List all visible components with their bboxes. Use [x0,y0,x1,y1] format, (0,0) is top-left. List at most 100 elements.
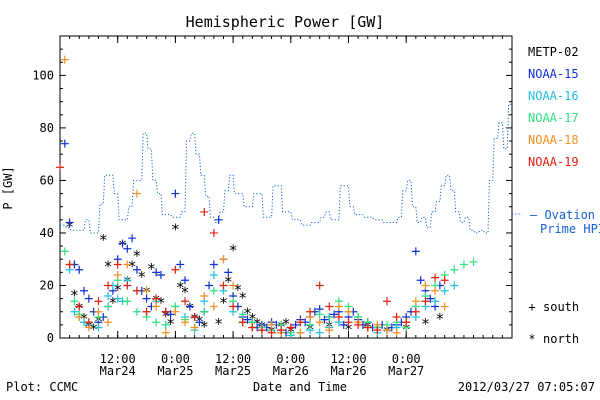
data-point-south [421,297,430,306]
data-point-north: * [436,310,444,328]
data-point-south [248,323,257,332]
data-point-north: * [128,257,136,275]
data-point-south [421,281,430,290]
data-point-north: * [201,318,209,336]
data-point-south [75,312,84,321]
data-point-south [56,163,64,172]
y-tick-label: 60 [40,173,54,187]
data-point-south [243,315,252,324]
data-point-south [142,286,151,295]
data-point-south [286,323,295,332]
data-point-south [334,312,343,321]
y-tick-label: 20 [40,278,54,292]
data-point-south [296,328,305,337]
legend-item: NOAA-19 [528,155,579,169]
data-point-north: * [114,281,122,299]
data-point-south [132,189,141,198]
data-point-north: * [66,218,74,236]
legend-north-symbol: * [528,332,535,346]
data-point-south [123,244,132,253]
data-point-south [142,294,151,303]
data-point-south [315,281,324,290]
data-point-south [306,307,315,316]
data-point-south [416,276,425,285]
data-point-south [181,318,190,327]
data-point-south [132,307,141,316]
data-point-south [325,302,334,311]
data-point-south [450,281,459,290]
data-point-north: * [138,268,146,286]
data-point-north: * [345,320,353,338]
data-point-south [382,297,391,306]
data-point-south [392,328,401,337]
data-point-south [152,294,161,303]
x-tick-time-label: 0:00 [276,352,305,366]
data-point-south [344,318,353,327]
data-point-south [325,326,334,335]
data-point-south [209,270,218,279]
data-point-north: * [172,221,180,239]
data-point-north: * [90,320,98,338]
data-point-south [440,302,449,311]
data-point-south [123,260,132,269]
data-point-south [60,247,69,256]
legend: METP-02 NOAA-15 NOAA-16 NOAA-17 NOAA-18 NOAA-… [512,45,600,346]
data-point-south [166,310,175,319]
data-point-south [229,302,238,311]
data-point-south [123,297,132,306]
data-point-south [104,302,113,311]
data-point-south [440,276,449,285]
x-tick-date-label: Mar25 [157,364,193,378]
x-tick-date-label: Mar26 [330,364,366,378]
x-tick-date-label: Mar27 [388,364,424,378]
series-noaa-19 [56,163,449,337]
y-tick-label: 40 [40,226,54,240]
data-point-south [113,270,122,279]
data-point-south [219,255,228,264]
data-point-south [339,320,348,329]
data-point-south [267,320,276,329]
data-point-north: * [109,294,117,312]
x-tick-time-label: 12:00 [215,352,251,366]
data-point-south [104,281,113,290]
data-point-south [132,265,141,274]
legend-item: NOAA-15 [528,67,579,81]
data-point-south [65,218,74,227]
legend-south-symbol: + [528,300,535,314]
data-point-north: * [100,231,108,249]
data-point-north: * [133,247,141,265]
data-point-north: * [157,294,165,312]
plot-area-frame [59,35,513,339]
data-point-south [60,139,69,148]
data-point-south [334,302,343,311]
legend-ovation-label: – Ovation [530,208,595,222]
data-point-south [402,318,411,327]
data-point-south [209,286,218,295]
x-tick-date-label: Mar25 [215,364,251,378]
data-point-south [214,215,223,224]
data-point-south [291,320,300,329]
x-tick-date-label: Mar24 [100,364,136,378]
data-point-south [296,318,305,327]
x-tick-date-label: Mar26 [273,364,309,378]
axes: 02040608010012:00Mar240:00Mar2512:00Mar2… [32,35,513,378]
data-point-south [411,307,420,316]
data-point-south [200,207,209,216]
data-point-south [190,312,199,321]
data-point-south [70,297,79,306]
data-point-south [161,320,170,329]
data-point-south [219,281,228,290]
data-point-south [200,307,209,316]
x-tick-time-label: 0:00 [161,352,190,366]
data-point-south [205,281,214,290]
data-point-south [70,307,79,316]
data-point-south [94,307,103,316]
data-point-south [156,270,165,279]
legend-ovation-label-2: Prime HPI [540,222,600,236]
data-point-south [75,302,84,311]
data-point-south [132,286,141,295]
data-point-south [118,239,127,248]
data-point-south [229,281,238,290]
data-point-south [257,326,266,335]
